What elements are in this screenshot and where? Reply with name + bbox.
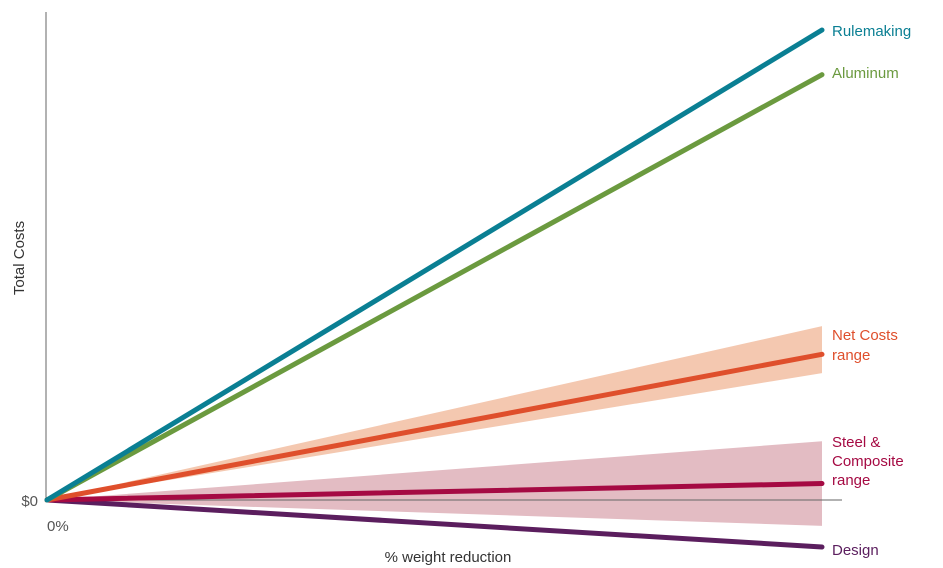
net-costs-range-band — [47, 326, 822, 500]
uncertainty-bands — [47, 326, 822, 526]
net-costs-range-line — [44, 351, 825, 503]
x-tick-label: 0% — [47, 518, 69, 535]
label-steel-line1: Steel & — [832, 434, 880, 451]
label-steel-composite: Steel & Composite range — [832, 434, 908, 489]
label-steel-line2: Composite — [832, 453, 904, 470]
steel-and-composite-range-band — [47, 441, 822, 526]
design-line — [44, 497, 825, 550]
y-axis-label: Total Costs — [11, 221, 28, 295]
aluminum-line — [44, 72, 825, 503]
y-tick-label: $0 — [21, 493, 38, 510]
label-aluminum: Aluminum — [832, 65, 899, 82]
label-design: Design — [832, 542, 879, 559]
series-lines — [44, 27, 825, 550]
label-net-costs-line1: Net Costs — [832, 327, 898, 344]
label-rulemaking: Rulemaking — [832, 23, 911, 40]
steel-and-composite-range-line — [44, 481, 825, 503]
label-net-costs-line2: range — [832, 347, 870, 364]
x-axis-label: % weight reduction — [385, 549, 512, 566]
rulemaking-line — [44, 27, 825, 503]
label-steel-line3: range — [832, 472, 870, 489]
label-net-costs: Net Costs range — [832, 327, 902, 364]
